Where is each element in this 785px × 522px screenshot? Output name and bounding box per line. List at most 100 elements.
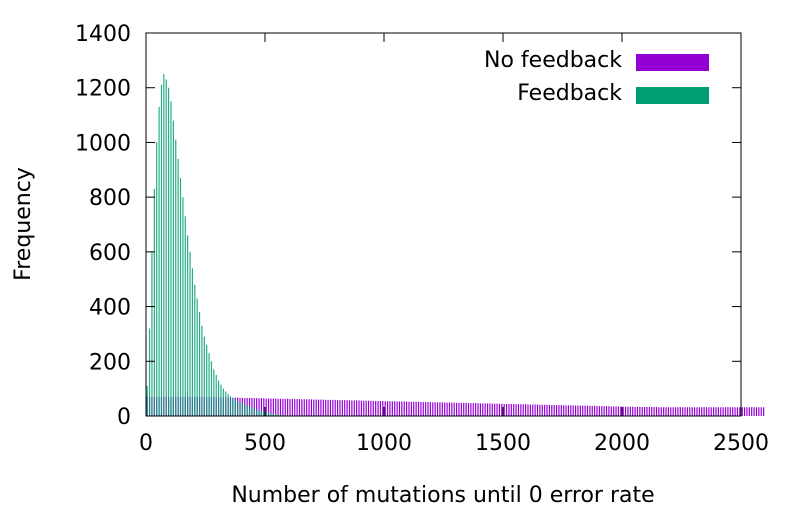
no-feedback-bar	[727, 407, 729, 416]
no-feedback-bar	[515, 404, 517, 416]
no-feedback-bar	[505, 403, 508, 416]
x-tick-label: 500	[244, 431, 286, 456]
no-feedback-bar	[551, 405, 553, 416]
no-feedback-bar	[703, 407, 705, 416]
no-feedback-bar	[289, 399, 291, 416]
no-feedback-bar	[536, 404, 539, 416]
no-feedback-bar	[603, 406, 605, 416]
no-feedback-bar	[674, 407, 677, 416]
no-feedback-bar	[546, 404, 548, 416]
feedback-bar	[253, 408, 255, 416]
no-feedback-bar	[353, 400, 355, 416]
no-feedback-bar	[389, 401, 391, 416]
feedback-bar	[263, 411, 265, 416]
no-feedback-bar	[327, 399, 329, 416]
no-feedback-bar	[720, 407, 722, 416]
no-feedback-bar	[729, 407, 731, 416]
no-feedback-bar	[520, 404, 522, 416]
no-feedback-bar	[436, 402, 439, 416]
no-feedback-bar	[375, 400, 377, 416]
no-feedback-bar	[406, 401, 408, 416]
no-feedback-bar	[646, 406, 648, 416]
no-feedback-bar	[582, 405, 584, 416]
no-feedback-bar	[441, 402, 443, 416]
no-feedback-bar	[470, 403, 472, 416]
no-feedback-bar	[258, 398, 260, 416]
no-feedback-bar	[741, 407, 743, 416]
no-feedback-bar	[408, 401, 410, 416]
no-feedback-bar	[522, 404, 524, 416]
no-feedback-bar	[598, 406, 600, 416]
no-feedback-bar	[570, 405, 572, 416]
no-feedback-bar	[427, 402, 429, 416]
no-feedback-bar	[336, 400, 339, 416]
no-feedback-bar	[270, 398, 272, 416]
feedback-bar	[153, 188, 155, 416]
feedback-bar	[275, 414, 277, 416]
no-feedback-bar	[367, 400, 370, 416]
no-feedback-bar	[301, 399, 303, 416]
feedback-bar	[270, 413, 272, 416]
y-tick-label: 600	[89, 241, 131, 266]
no-feedback-bar	[320, 399, 322, 416]
no-feedback-bar	[451, 402, 453, 416]
no-feedback-bar	[743, 407, 746, 416]
no-feedback-bar	[360, 400, 362, 416]
no-feedback-bar	[382, 400, 384, 416]
feedback-bar	[220, 384, 222, 416]
series-feedback-bars	[146, 74, 296, 417]
feedback-bar	[179, 177, 182, 416]
no-feedback-bar	[272, 398, 274, 416]
no-feedback-bar	[679, 407, 681, 416]
feedback-bar	[163, 74, 165, 417]
no-feedback-bar	[448, 402, 451, 416]
no-feedback-bar	[287, 398, 289, 416]
feedback-bar	[258, 410, 260, 416]
no-feedback-bar	[377, 400, 379, 416]
legend-label-feedback: Feedback	[517, 81, 622, 106]
no-feedback-bar	[472, 403, 474, 416]
feedback-bar	[177, 158, 179, 417]
no-feedback-bar	[579, 405, 581, 416]
no-feedback-bar	[746, 407, 748, 416]
feedback-bar	[158, 106, 160, 416]
feedback-bar	[196, 298, 198, 416]
no-feedback-bar	[684, 407, 686, 416]
no-feedback-bar	[722, 407, 724, 416]
legend-swatch-no-feedback	[636, 54, 709, 71]
no-feedback-bar	[315, 399, 317, 416]
no-feedback-bar	[358, 400, 360, 416]
no-feedback-bar	[751, 407, 753, 416]
feedback-bar	[251, 407, 253, 416]
no-feedback-bar	[372, 400, 374, 416]
no-feedback-bar	[275, 398, 277, 416]
no-feedback-bar	[458, 402, 460, 416]
no-feedback-bar	[351, 400, 353, 416]
feedback-bar	[234, 399, 236, 416]
feedback-bar	[229, 396, 232, 416]
feedback-bar	[232, 397, 234, 416]
no-feedback-bar	[615, 406, 617, 416]
no-feedback-bar	[539, 404, 541, 416]
no-feedback-bar	[503, 403, 505, 416]
no-feedback-bar	[303, 399, 305, 416]
feedback-bar	[165, 79, 167, 416]
no-feedback-bar	[279, 398, 282, 416]
no-feedback-bar	[310, 399, 313, 416]
no-feedback-bar	[584, 405, 586, 416]
no-feedback-bar	[715, 407, 717, 416]
no-feedback-bar	[563, 405, 565, 416]
no-feedback-bar	[608, 406, 610, 416]
feedback-bar	[265, 412, 267, 416]
no-feedback-bar	[651, 406, 653, 416]
no-feedback-bar	[553, 405, 555, 416]
feedback-bar	[182, 197, 184, 416]
x-tick-label: 1500	[475, 431, 531, 456]
no-feedback-bar	[594, 405, 596, 416]
no-feedback-bar	[644, 406, 646, 416]
no-feedback-bar	[339, 400, 341, 416]
no-feedback-bar	[763, 407, 765, 416]
no-feedback-bar	[263, 398, 265, 416]
plot-frame	[145, 32, 742, 417]
feedback-bar	[175, 139, 177, 416]
